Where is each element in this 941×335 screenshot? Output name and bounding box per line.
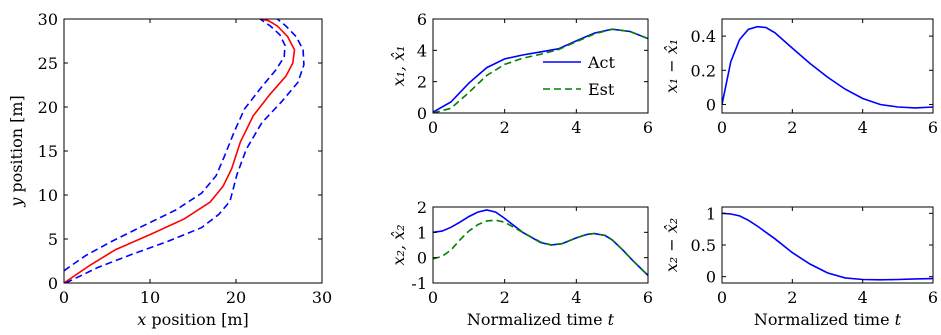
- y-tick-label: 20: [38, 98, 58, 117]
- x-tick-label: 2: [787, 118, 797, 137]
- x-tick-label: 0: [717, 288, 727, 307]
- plot-frame: [432, 206, 649, 284]
- x-tick-label: 0: [428, 118, 438, 137]
- plot-frame: [721, 206, 934, 284]
- plot-frame: [432, 18, 649, 114]
- legend-label: Est: [588, 80, 615, 99]
- x-tick-label: 20: [226, 288, 246, 307]
- y-axis-label: x₁ − x̂₁: [662, 39, 681, 93]
- x-tick-label: 0: [717, 118, 727, 137]
- chart-x1: 0 2 4 6 0 2 4 6 x₁, x̂₁ Act Est: [389, 10, 653, 137]
- y-axis-label: y position [m]: [7, 95, 26, 208]
- chart-path: 0 10 20 30 0 5 10 15 20 25 30 x position [m] y posit…: [7, 10, 332, 329]
- x-axis-label: Normalized time t: [467, 310, 615, 329]
- series-line-path-2: [64, 19, 286, 272]
- x-tick-label: 4: [858, 118, 868, 137]
- y-tick-label: -1: [411, 274, 427, 293]
- x-tick-label: 2: [787, 288, 797, 307]
- y-tick-label: 5: [48, 230, 58, 249]
- y-tick-label: 0.2: [691, 61, 716, 80]
- series-line-e1-0: [722, 25, 933, 109]
- x-tick-label: 4: [858, 288, 868, 307]
- y-tick-label: 15: [38, 142, 58, 161]
- y-tick-label: 0.5: [691, 236, 716, 255]
- y-axis-label: x₂, x̂₂: [389, 224, 408, 265]
- y-tick-label: 1: [706, 204, 716, 223]
- x-tick-label: 0: [59, 288, 69, 307]
- legend-label: Act: [587, 53, 616, 72]
- x-tick-label: 6: [928, 288, 938, 307]
- y-tick-label: 0: [417, 104, 427, 123]
- x-tick-label: 2: [500, 118, 510, 137]
- x-tick-label: 6: [643, 288, 653, 307]
- y-tick-label: 10: [38, 186, 58, 205]
- y-tick-label: 30: [38, 10, 58, 29]
- x-tick-label: 0: [428, 288, 438, 307]
- x-tick-label: 10: [140, 288, 160, 307]
- x-tick-label: 2: [500, 288, 510, 307]
- plot-frame: [721, 18, 934, 114]
- y-tick-label: 0: [706, 95, 716, 114]
- series-line-path-0: [64, 19, 296, 283]
- y-tick-label: 1: [417, 223, 427, 242]
- series-line-path-1: [65, 19, 305, 283]
- y-tick-label: 0: [706, 268, 716, 287]
- y-tick-label: 0: [48, 274, 58, 293]
- x-axis-label: Normalized time t: [754, 310, 902, 329]
- y-tick-label: 2: [417, 198, 427, 217]
- x-tick-label: 6: [643, 118, 653, 137]
- x-tick-label: 6: [928, 118, 938, 137]
- series-line-e2-0: [722, 212, 933, 281]
- chart-e1: 0 2 4 6 0 0.2 0.4 x₁ − x̂₁: [662, 18, 938, 137]
- series-line-x2-1: [433, 219, 648, 276]
- y-tick-label: 2: [417, 73, 427, 92]
- y-tick-label: 4: [417, 41, 427, 60]
- x-tick-label: 30: [312, 288, 332, 307]
- y-axis-label: x₁, x̂₁: [389, 45, 408, 86]
- series-line-x1-0: [433, 28, 648, 113]
- x-tick-label: 4: [571, 118, 581, 137]
- x-axis-label: x position [m]: [137, 310, 249, 329]
- y-tick-label: 0.4: [691, 27, 716, 46]
- legend: Act Est: [543, 53, 616, 99]
- series-line-x1-1: [433, 28, 648, 113]
- y-tick-label: 0: [417, 249, 427, 268]
- y-tick-label: 25: [38, 54, 58, 73]
- plot-frame: [63, 18, 323, 284]
- y-tick-label: 6: [417, 10, 427, 29]
- y-axis-label: x₂ − x̂₂: [662, 218, 681, 272]
- x-tick-label: 4: [571, 288, 581, 307]
- chart-e2: 0 2 4 6 0 0.5 1 Normalized time t x₂ − x̂₂: [662, 204, 938, 329]
